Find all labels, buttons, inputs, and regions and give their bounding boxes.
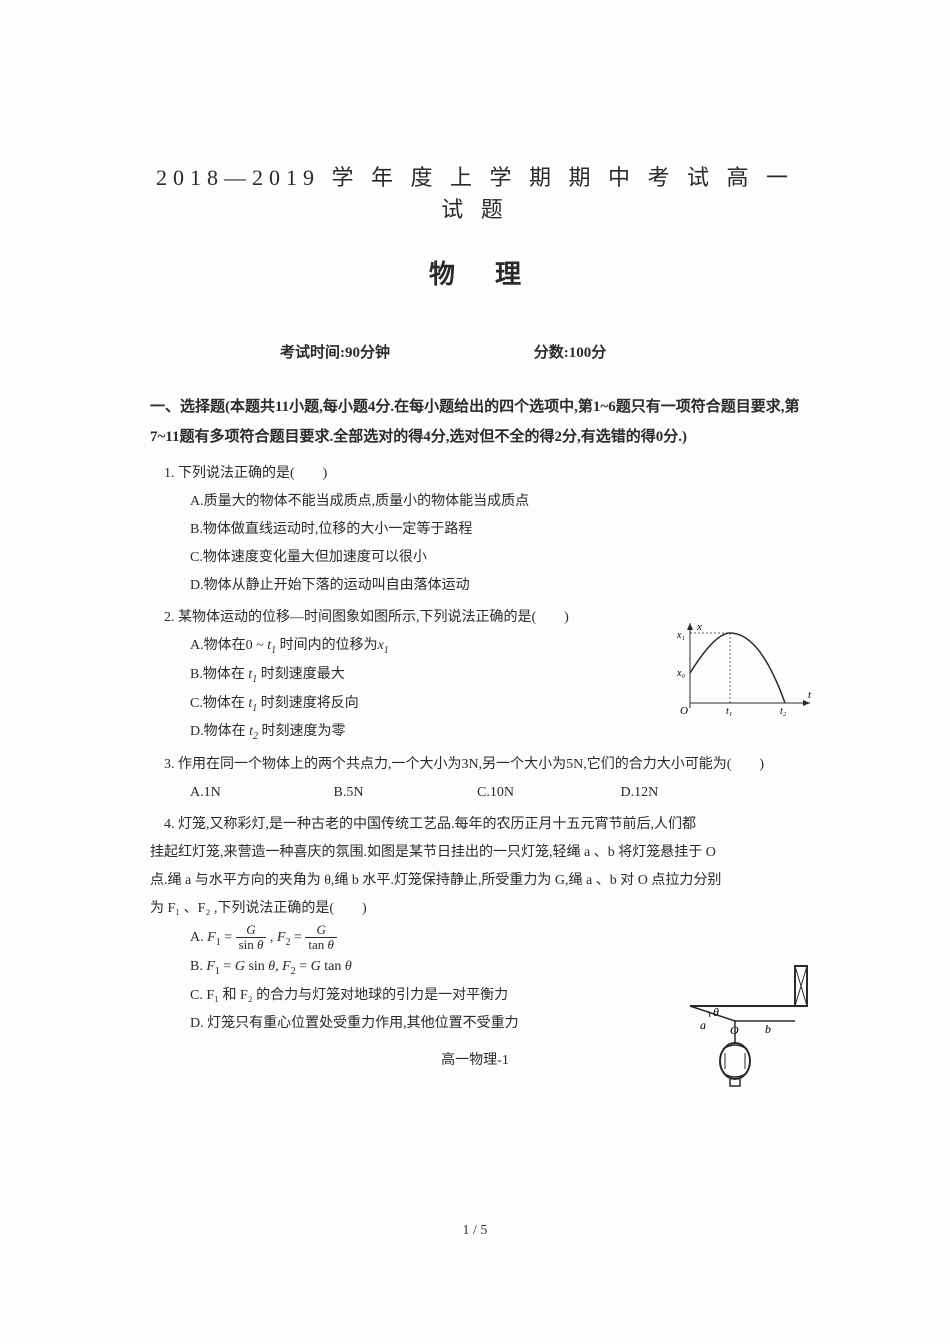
svg-text:x₀: x₀ <box>676 668 685 679</box>
svg-text:x₁: x₁ <box>676 630 685 641</box>
exam-title: 2018—2019 学 年 度 上 学 期 期 中 考 试 高 一 试 题 <box>150 160 800 224</box>
q4a-pre: A. <box>190 930 207 945</box>
exam-time: 考试时间:90分钟 <box>280 341 530 362</box>
q2d-pre: D.物体在 <box>190 724 249 739</box>
q3-options: A.1N B.5N C.10N D.12N <box>150 779 800 807</box>
q4-diagram: θ a b O <box>680 961 815 1096</box>
svg-text:θ: θ <box>713 1005 719 1019</box>
var-t1b: t1 <box>248 667 257 682</box>
svg-text:t₂: t₂ <box>780 706 787 717</box>
q3-opt-a: A.1N <box>190 779 330 807</box>
q2b-pre: B.物体在 <box>190 667 248 682</box>
q4-opt-a: A. F1 = Gsin θ , F2 = Gtan θ <box>150 923 800 953</box>
q4b-formula: F1 = G sin θ, F2 = G tan θ <box>206 959 351 974</box>
subject-heading: 物理 <box>150 254 800 291</box>
q1-opt-d: D.物体从静止开始下落的运动叫自由落体运动 <box>150 572 800 600</box>
q2-graph: x t x₁ x₀ O t₁ t₂ <box>670 618 815 718</box>
q4b-pre: B. <box>190 959 206 974</box>
svg-text:a: a <box>700 1018 706 1032</box>
q3-opt-b: B.5N <box>334 779 474 807</box>
q1-opt-b: B.物体做直线运动时,位移的大小一定等于路程 <box>150 516 800 544</box>
question-3: 3. 作用在同一个物体上的两个共点力,一个大小为3N,另一个大小为5N,它们的合… <box>150 751 800 807</box>
q1-opt-a: A.质量大的物体不能当成质点,质量小的物体能当成质点 <box>150 488 800 516</box>
q4-stem-l1: 4. 灯笼,又称彩灯,是一种古老的中国传统工艺品.每年的农历正月十五元宵节前后,… <box>150 811 800 839</box>
q4a-formula: F1 = Gsin θ , F2 = Gtan θ <box>207 930 337 945</box>
svg-text:t: t <box>808 689 812 701</box>
q2a-post: 时间内的位移为 <box>276 638 378 653</box>
meta-row: 考试时间:90分钟 分数:100分 <box>150 341 800 362</box>
question-2: 2. 某物体运动的位移—时间图象如图所示,下列说法正确的是( ) A.物体在0 … <box>150 604 800 747</box>
var-x1: x1 <box>378 638 389 653</box>
exam-score: 分数:100分 <box>534 341 607 362</box>
q2b-post: 时刻速度最大 <box>257 667 345 682</box>
q2c-post: 时刻速度将反向 <box>257 696 359 711</box>
q2c-pre: C.物体在 <box>190 696 248 711</box>
q3-opt-d: D.12N <box>621 779 761 807</box>
page-footer: 高一物理-1 <box>0 1049 950 1069</box>
page-number: 1 / 5 <box>0 1223 950 1239</box>
svg-text:b: b <box>765 1022 771 1036</box>
svg-text:x: x <box>696 621 702 633</box>
q3-stem: 3. 作用在同一个物体上的两个共点力,一个大小为3N,另一个大小为5N,它们的合… <box>150 751 800 779</box>
question-1: 1. 下列说法正确的是( ) A.质量大的物体不能当成质点,质量小的物体能当成质… <box>150 460 800 600</box>
question-4: 4. 灯笼,又称彩灯,是一种古老的中国传统工艺品.每年的农历正月十五元宵节前后,… <box>150 811 800 1038</box>
var-t1: t1 <box>267 638 276 653</box>
q4-stem-l4: 为 F₁ 、F₂ ,下列说法正确的是( ) <box>150 895 800 923</box>
q4-stem-l3: 点.绳 a 与水平方向的夹角为 θ,绳 b 水平.灯笼保持静止,所受重力为 G,… <box>150 867 800 895</box>
q4-stem-l2: 挂起红灯笼,来营造一种喜庆的氛围.如图是某节日挂出的一只灯笼,轻绳 a 、b 将… <box>150 839 800 867</box>
q1-stem: 1. 下列说法正确的是( ) <box>150 460 800 488</box>
exam-page: 2018—2019 学 年 度 上 学 期 期 中 考 试 高 一 试 题 物理… <box>0 0 950 1344</box>
svg-text:t₁: t₁ <box>726 706 732 717</box>
q2-opt-d: D.物体在 t2 时刻速度为零 <box>150 718 800 747</box>
q2a-pre: A.物体在0 ~ <box>190 638 267 653</box>
svg-text:O: O <box>680 705 688 717</box>
var-t1c: t1 <box>248 696 257 711</box>
q2d-post: 时刻速度为零 <box>258 724 346 739</box>
q1-opt-c: C.物体速度变化量大但加速度可以很小 <box>150 544 800 572</box>
q3-opt-c: C.10N <box>477 779 617 807</box>
var-t2: t2 <box>249 724 258 739</box>
section-instructions: 一、选择题(本题共11小题,每小题4分.在每小题给出的四个选项中,第1~6题只有… <box>150 392 800 452</box>
